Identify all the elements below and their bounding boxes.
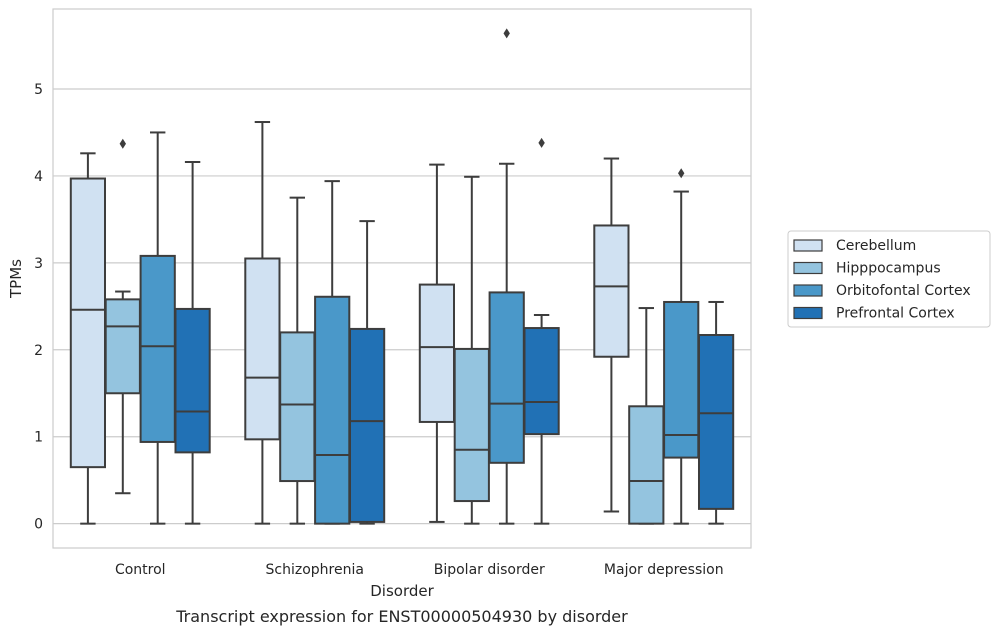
legend-label: Prefrontal Cortex	[836, 306, 955, 322]
box-0-1	[104, 138, 141, 495]
box-1-0	[244, 121, 281, 525]
box-1-2	[314, 180, 351, 525]
outlier-point	[119, 138, 126, 149]
y-tick-label: 0	[34, 517, 43, 533]
outlier-point	[503, 28, 510, 39]
x-tick-label: Bipolar disorder	[434, 562, 545, 578]
legend-label: Orbitofontal Cortex	[836, 283, 971, 299]
box-3-0	[593, 157, 630, 513]
box-body	[174, 307, 211, 454]
legend-swatch	[793, 261, 823, 275]
box-body	[697, 334, 735, 510]
y-tick-label: 4	[34, 169, 43, 185]
y-tick-label: 1	[34, 430, 43, 446]
x-tick-label: Major depression	[604, 562, 724, 578]
legend-frame	[787, 230, 991, 328]
y-axis-label: TPMs	[7, 259, 25, 299]
x-tick-label: Schizophrenia	[266, 562, 364, 578]
outlier-point	[538, 137, 545, 148]
box-body	[104, 298, 141, 395]
box-body	[593, 224, 630, 358]
x-tick-labels: Control Schizophrenia Bipolar disorder Majo…	[115, 562, 724, 578]
legend-swatch	[793, 239, 823, 252]
box-1-1	[279, 196, 316, 525]
box-body	[663, 300, 700, 459]
box-3-1	[628, 307, 665, 525]
box-body	[244, 257, 281, 441]
box-groups	[69, 28, 735, 525]
box-2-0	[418, 163, 456, 523]
box-2-3	[523, 137, 560, 525]
box-body	[488, 291, 525, 464]
plot-frame	[52, 8, 752, 549]
legend-label: Hipppocampus	[836, 261, 941, 277]
legend-swatch	[793, 306, 823, 320]
box-body	[139, 254, 176, 443]
y-tick-label: 2	[34, 343, 43, 359]
box-0-2	[139, 131, 176, 525]
box-3-2	[663, 168, 700, 525]
box-1-3	[348, 220, 386, 525]
box-2-1	[453, 175, 490, 525]
figure-caption: Transcript expression for ENST0000050493…	[175, 607, 628, 626]
box-body	[279, 331, 316, 483]
y-tick-labels: 0 1 2 3 4 5	[34, 82, 43, 533]
outlier-point	[678, 168, 685, 179]
y-tick-label: 5	[34, 82, 43, 98]
box-body	[628, 405, 665, 525]
x-tick-label: Control	[115, 562, 166, 578]
box-0-3	[174, 161, 211, 525]
x-axis-label: Disorder	[370, 582, 434, 600]
box-body	[69, 177, 107, 469]
box-2-2	[488, 28, 525, 525]
legend-swatch	[793, 284, 823, 297]
box-body	[418, 283, 456, 423]
box-body	[314, 295, 351, 525]
box-3-3	[697, 300, 735, 525]
legend: Cerebellum Hipppocampus Orbitofontal Corte…	[787, 230, 991, 328]
box-body	[523, 327, 560, 436]
legend-label: Cerebellum	[836, 238, 916, 254]
box-body	[453, 347, 490, 503]
y-tick-label: 3	[34, 256, 43, 272]
box-0-0	[69, 152, 107, 525]
box-body	[348, 327, 386, 523]
